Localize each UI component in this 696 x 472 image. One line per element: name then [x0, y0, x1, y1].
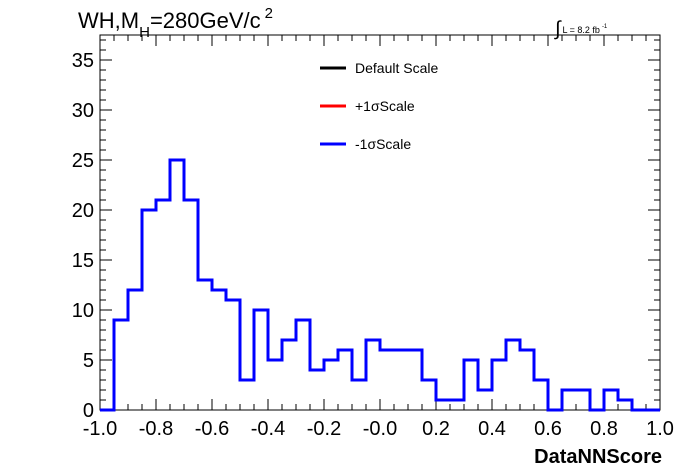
title-rest: =280GeV/c: [149, 8, 261, 33]
y-tick-label: 25: [72, 150, 94, 172]
plot-frame: [99, 34, 661, 411]
y-tick-label: 20: [72, 200, 94, 222]
series-line: [100, 158, 660, 412]
x-tick-label: 0.2: [422, 418, 450, 440]
legend-label: -1σScale: [355, 136, 411, 152]
x-tick-label: 0.6: [534, 418, 562, 440]
y-axis: 0 5 10 15 20 25 30 35: [72, 39, 660, 422]
y-tick-label: 35: [72, 50, 94, 72]
x-tick-label: -0.4: [251, 418, 285, 440]
luminosity-text: L = 8.2 fb: [562, 25, 600, 35]
y-tick-label: 10: [72, 300, 94, 322]
x-tick-label: -0.0: [363, 418, 397, 440]
title-main: WH,M: [78, 8, 140, 33]
x-tick-label: 1.0: [646, 418, 674, 440]
x-tick-label: -1.0: [83, 418, 117, 440]
x-axis-label: DataNNScore: [534, 446, 662, 468]
y-tick-label: 5: [83, 350, 94, 372]
x-tick-label: 0.8: [590, 418, 618, 440]
legend-label: +1σScale: [355, 98, 415, 114]
x-axis: -1.0 -0.8 -0.6 -0.4 -0.2 -0.0 0.2 0.4 0.6 0.8 1.0: [83, 35, 674, 440]
chart-title: WH,MH=280GeV/c 2: [78, 5, 273, 41]
luminosity-exponent: -1: [601, 24, 608, 30]
y-tick-label: 0: [83, 400, 94, 422]
series-layer: [100, 158, 660, 412]
title-sup: 2: [264, 5, 273, 22]
legend: Default Scale +1σScale -1σScale: [320, 60, 438, 152]
luminosity-label: ∫ L = 8.2 fb -1: [555, 16, 608, 40]
x-tick-label: -0.2: [307, 418, 341, 440]
integral-symbol: ∫: [555, 18, 561, 40]
x-tick-label: -0.8: [139, 418, 173, 440]
x-tick-label: -0.6: [195, 418, 229, 440]
title-sub: H: [139, 24, 150, 41]
y-tick-label: 30: [72, 100, 94, 122]
x-tick-label: 0.4: [478, 418, 506, 440]
legend-label: Default Scale: [355, 60, 438, 76]
y-tick-label: 15: [72, 250, 94, 272]
